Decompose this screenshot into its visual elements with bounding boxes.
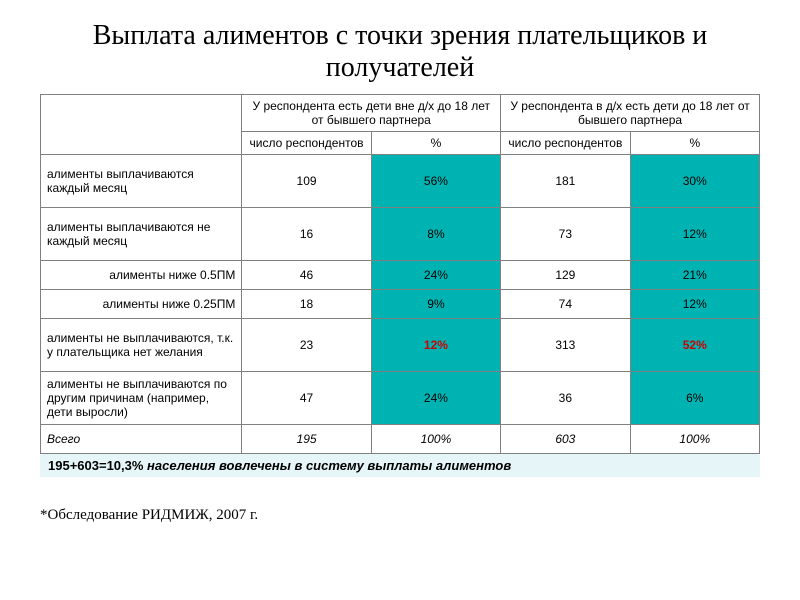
row-label: алименты не выплачиваются, т.к. у плател… [41, 319, 242, 372]
cell-p2: 12% [630, 290, 759, 319]
count-header-1: число респондентов [242, 132, 371, 155]
cell-n1: 23 [242, 319, 371, 372]
note-rest: населения вовлечены в систему выплаты ал… [143, 458, 511, 473]
cell-n1: 109 [242, 155, 371, 208]
pct-header-2: % [630, 132, 759, 155]
cell-p2: 6% [630, 372, 759, 425]
cell-n1: 46 [242, 261, 371, 290]
cell-p2: 21% [630, 261, 759, 290]
row-label: алименты выплачиваются каждый месяц [41, 155, 242, 208]
table-row: алименты не выплачиваются по другим прич… [41, 372, 760, 425]
cell-p2: 100% [630, 425, 759, 454]
cell-n1: 16 [242, 208, 371, 261]
cell-p1: 12% [371, 319, 500, 372]
cell-n2: 181 [501, 155, 630, 208]
cell-p2: 12% [630, 208, 759, 261]
group2-header: У респондента в д/х есть дети до 18 лет … [501, 95, 760, 132]
cell-n1: 195 [242, 425, 371, 454]
table-row: алименты выплачиваются каждый месяц 109 … [41, 155, 760, 208]
footnote: *Обследование РИДМИЖ, 2007 г. [40, 507, 760, 524]
table-row-total: Всего 195 100% 603 100% [41, 425, 760, 454]
row-label: алименты ниже 0.25ПМ [41, 290, 242, 319]
note-prefix: 195+603=10,3% [48, 458, 143, 473]
cell-p1: 100% [371, 425, 500, 454]
table-row: алименты ниже 0.25ПМ 18 9% 74 12% [41, 290, 760, 319]
cell-p1: 56% [371, 155, 500, 208]
cell-n1: 47 [242, 372, 371, 425]
table-row: алименты не выплачиваются, т.к. у плател… [41, 319, 760, 372]
row-label: алименты ниже 0.5ПМ [41, 261, 242, 290]
cell-n2: 74 [501, 290, 630, 319]
row-label: алименты не выплачиваются по другим прич… [41, 372, 242, 425]
group1-header: У респондента есть дети вне д/х до 18 ле… [242, 95, 501, 132]
cell-n2: 129 [501, 261, 630, 290]
cell-n2: 73 [501, 208, 630, 261]
cell-p1: 9% [371, 290, 500, 319]
table-row: алименты ниже 0.5ПМ 46 24% 129 21% [41, 261, 760, 290]
alimony-table: У респондента есть дети вне д/х до 18 ле… [40, 94, 760, 454]
cell-n1: 18 [242, 290, 371, 319]
pct-header-1: % [371, 132, 500, 155]
table-row: алименты выплачиваются не каждый месяц 1… [41, 208, 760, 261]
row-label: алименты выплачиваются не каждый месяц [41, 208, 242, 261]
cell-p1: 24% [371, 372, 500, 425]
header-row-1: У респондента есть дети вне д/х до 18 ле… [41, 95, 760, 132]
summary-note: 195+603=10,3% населения вовлечены в сист… [40, 454, 760, 477]
row-label: Всего [41, 425, 242, 454]
blank-header [41, 95, 242, 155]
count-header-2: число респондентов [501, 132, 630, 155]
cell-p2: 30% [630, 155, 759, 208]
cell-p1: 8% [371, 208, 500, 261]
cell-p2: 52% [630, 319, 759, 372]
cell-n2: 603 [501, 425, 630, 454]
cell-n2: 36 [501, 372, 630, 425]
cell-p1: 24% [371, 261, 500, 290]
page-title: Выплата алиментов с точки зрения платель… [40, 20, 760, 84]
cell-n2: 313 [501, 319, 630, 372]
